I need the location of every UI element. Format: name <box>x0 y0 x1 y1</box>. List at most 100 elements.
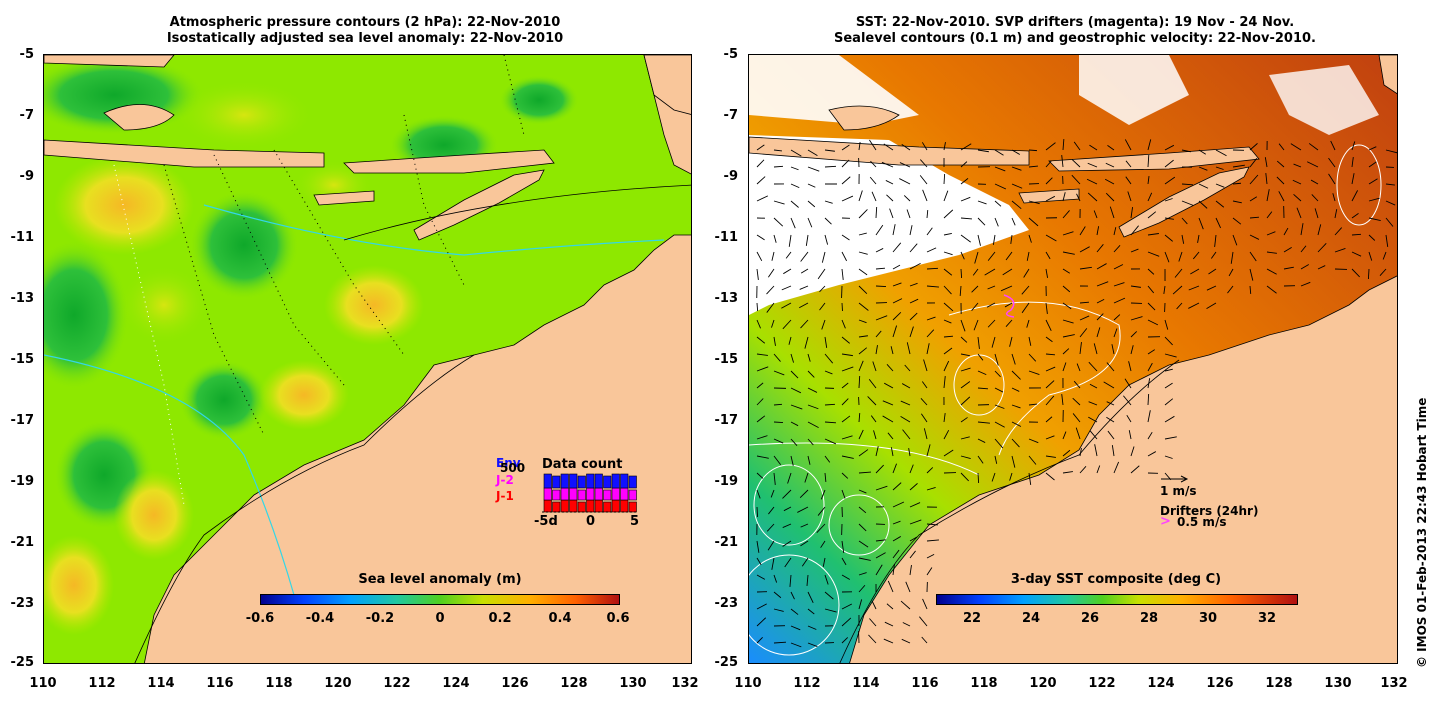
velocity-arrow <box>994 438 1004 449</box>
velocity-arrow <box>1011 166 1022 171</box>
velocity-arrow <box>807 404 819 410</box>
velocity-arrow <box>884 621 894 627</box>
velocity-arrow <box>807 438 814 446</box>
velocity-arrow <box>756 353 768 356</box>
velocity-arrow <box>994 353 999 366</box>
velocity-arrow <box>875 248 884 253</box>
velocity-arrow <box>875 330 882 338</box>
data-count-bar <box>552 475 561 489</box>
velocity-arrow <box>1000 285 1013 292</box>
sst-colorbar-tick: 24 <box>1021 611 1041 626</box>
velocity-arrow <box>773 608 784 612</box>
velocity-arrow <box>773 421 784 423</box>
velocity-arrow <box>858 335 868 338</box>
right-panel: SST: 22-Nov-2010. SVP drifters (magenta)… <box>710 0 1440 710</box>
velocity-arrow <box>1124 139 1132 151</box>
velocity-arrow <box>1028 455 1037 465</box>
velocity-arrow <box>923 359 928 372</box>
data-count-bar <box>603 475 612 489</box>
velocity-arrow <box>781 285 792 291</box>
velocity-arrow <box>756 557 762 566</box>
velocity-arrow <box>1332 193 1336 202</box>
velocity-arrow <box>1147 139 1152 151</box>
velocity-arrow <box>1045 268 1049 278</box>
left-y-tick: -13 <box>10 291 35 306</box>
velocity-arrow <box>899 178 911 185</box>
velocity-arrow <box>824 370 833 375</box>
velocity-arrow <box>1094 444 1098 457</box>
velocity-arrow <box>1265 173 1268 185</box>
velocity-arrow <box>1249 234 1260 240</box>
right-title-line1: SST: 22-Nov-2010. SVP drifters (magenta)… <box>855 15 1295 30</box>
velocity-arrow <box>841 195 854 202</box>
velocity-arrow <box>1276 160 1285 168</box>
velocity-arrow <box>960 143 972 151</box>
velocity-arrow <box>807 217 813 228</box>
velocity-arrow <box>889 208 894 219</box>
velocity-arrow <box>1385 217 1394 227</box>
velocity-arrow <box>1266 251 1277 254</box>
velocity-arrow <box>1300 245 1307 253</box>
velocity-arrow <box>1045 319 1052 331</box>
velocity-arrow <box>926 329 935 338</box>
velocity-arrow <box>773 455 782 466</box>
velocity-arrow <box>773 403 783 406</box>
velocity-arrow <box>1071 159 1081 168</box>
velocity-arrow <box>773 149 782 152</box>
data-count-bar <box>603 501 612 513</box>
velocity-arrow <box>920 413 928 423</box>
left-y-tick: -9 <box>19 169 34 184</box>
velocity-arrow <box>960 319 966 332</box>
velocity-arrow <box>943 209 954 219</box>
velocity-arrow <box>773 353 781 362</box>
velocity-arrow <box>756 159 765 168</box>
velocity-arrow <box>1164 198 1173 202</box>
velocity-arrow <box>858 429 864 440</box>
velocity-arrow <box>858 190 863 202</box>
velocity-arrow <box>773 641 787 644</box>
velocity-arrow <box>882 415 894 423</box>
velocity-arrow <box>868 634 877 644</box>
velocity-arrow <box>841 382 849 389</box>
velocity-arrow <box>1317 265 1326 270</box>
right-x-tick: 116 <box>911 676 939 691</box>
velocity-arrow <box>881 161 894 168</box>
velocity-arrow <box>756 636 763 644</box>
velocity-arrow <box>824 149 835 152</box>
velocity-arrow <box>784 557 792 568</box>
velocity-arrow <box>841 540 845 553</box>
velocity-arrow <box>959 285 962 297</box>
velocity-arrow <box>1113 227 1117 236</box>
velocity-arrow <box>1249 158 1258 168</box>
velocity-arrow <box>1283 266 1294 270</box>
velocity-arrow <box>960 472 969 482</box>
right-x-tick: 128 <box>1265 676 1293 691</box>
velocity-arrow <box>1096 243 1104 253</box>
velocity-arrow <box>900 415 911 423</box>
velocity-arrow <box>766 523 775 532</box>
velocity-arrow <box>1079 465 1087 474</box>
sea-level-anomaly-map <box>43 54 692 664</box>
velocity-arrow <box>1062 362 1067 372</box>
right-y-tick: -21 <box>714 535 739 550</box>
velocity-arrow <box>841 415 851 423</box>
velocity-arrow <box>909 550 916 559</box>
velocity-arrow <box>841 366 854 372</box>
velocity-arrow <box>909 519 922 525</box>
velocity-arrow <box>1107 430 1115 440</box>
velocity-arrow <box>943 285 952 295</box>
velocity-arrow <box>1103 381 1115 389</box>
right-y-tick: -11 <box>714 230 739 245</box>
velocity-arrow <box>960 417 968 423</box>
velocity-arrow <box>841 489 846 499</box>
velocity-arrow <box>1028 353 1037 362</box>
velocity-arrow <box>1009 336 1013 347</box>
velocity-arrow <box>1181 149 1191 153</box>
velocity-arrow <box>977 438 986 443</box>
velocity-arrow <box>977 472 980 484</box>
velocity-arrow <box>870 160 877 168</box>
velocity-arrow <box>790 217 796 229</box>
data-count-bar <box>543 499 552 513</box>
velocity-arrow <box>867 396 877 406</box>
velocity-arrow <box>782 540 792 547</box>
